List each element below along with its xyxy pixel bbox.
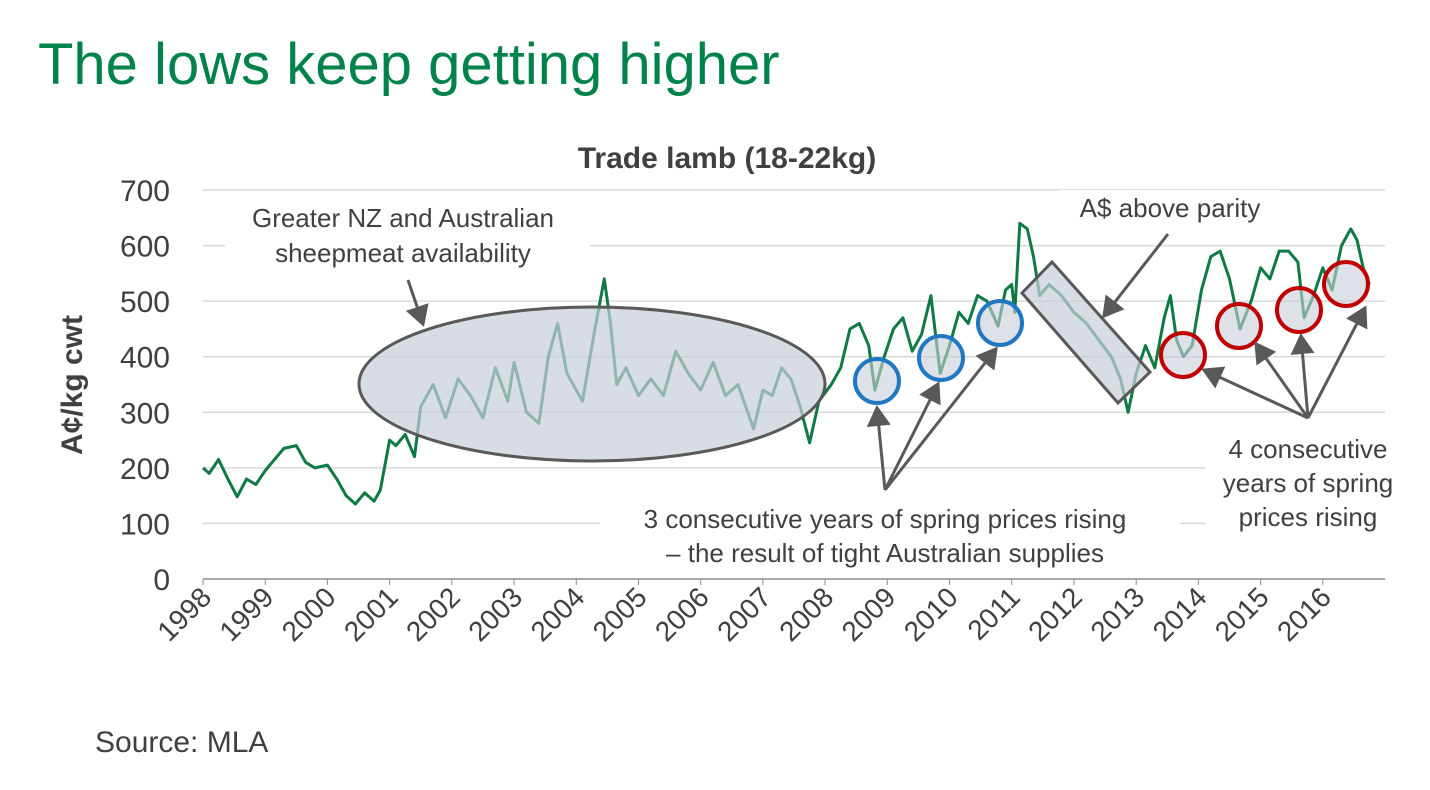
annotation: – the result of tight Australian supplie… xyxy=(666,538,1104,568)
low-circle xyxy=(976,299,1024,347)
y-tick-label: 100 xyxy=(120,508,170,541)
x-tick-label: 2000 xyxy=(276,581,342,647)
arrow xyxy=(883,346,998,491)
label-bg xyxy=(600,500,1180,572)
chart-title: Trade lamb (18-22kg) xyxy=(578,142,876,175)
x-tick-label: 2016 xyxy=(1271,581,1337,647)
arrow xyxy=(405,279,429,327)
annotation: Greater NZ and Australian xyxy=(252,203,554,233)
low-circle xyxy=(1275,286,1323,334)
label-bg xyxy=(225,200,590,272)
x-tick-label: 2003 xyxy=(462,581,528,647)
x-tick-label: 2015 xyxy=(1209,581,1275,647)
arrow xyxy=(1102,233,1170,319)
arrow xyxy=(1201,366,1309,420)
y-axis-label: A¢/kg cwt xyxy=(56,315,89,455)
y-tick-label: 600 xyxy=(120,231,170,264)
arrow xyxy=(1254,341,1310,419)
slide-title: The lows keep getting higher xyxy=(38,32,780,97)
x-tick-label: 2006 xyxy=(649,581,715,647)
y-tick-label: 300 xyxy=(120,397,170,430)
annotation: 4 consecutive xyxy=(1229,434,1388,464)
x-tick-label: 2014 xyxy=(1147,581,1213,647)
ellipse xyxy=(357,305,827,463)
y-tick-label: 700 xyxy=(120,175,170,208)
annotation: 3 consecutive years of spring prices ris… xyxy=(644,504,1127,534)
x-tick-label: 2004 xyxy=(525,581,591,647)
x-tick-label: 2012 xyxy=(1022,581,1088,647)
arrow xyxy=(883,381,941,491)
y-tick-label: 0 xyxy=(153,564,170,597)
annotation: prices rising xyxy=(1239,502,1378,532)
x-tick-label: 2001 xyxy=(338,581,404,647)
parity-box xyxy=(1019,259,1153,406)
x-tick-label: 2008 xyxy=(773,581,839,647)
low-circle xyxy=(1322,260,1370,308)
arrow xyxy=(866,405,891,491)
low-circle xyxy=(1215,302,1263,350)
y-tick-label: 400 xyxy=(120,342,170,375)
annotation: A$ above parity xyxy=(1080,193,1261,223)
x-tick-label: 2013 xyxy=(1084,581,1150,647)
low-circle xyxy=(853,357,901,405)
x-tick-label: 2005 xyxy=(587,581,653,647)
label-bg xyxy=(1205,430,1415,535)
x-tick-label: 2010 xyxy=(898,581,964,647)
x-tick-label: 1999 xyxy=(213,581,279,647)
annotation: years of spring xyxy=(1223,468,1394,498)
annotations: Greater NZ and Australian sheepmeat avai… xyxy=(225,190,1415,572)
x-tick-label: 2009 xyxy=(836,581,902,647)
x-tick-label: 2007 xyxy=(711,581,777,647)
source: Source: MLA xyxy=(95,726,268,759)
label-bg xyxy=(1060,190,1280,228)
arrow xyxy=(1290,333,1315,419)
annotation: sheepmeat availability xyxy=(275,238,531,268)
low-circle xyxy=(917,334,965,382)
low-circle xyxy=(1159,331,1207,379)
arrow xyxy=(1306,305,1368,419)
y-tick-label: 200 xyxy=(120,453,170,486)
x-tick-label: 2011 xyxy=(961,581,1026,646)
y-tick-label: 500 xyxy=(120,286,170,319)
x-tick-label: 2002 xyxy=(400,581,466,647)
